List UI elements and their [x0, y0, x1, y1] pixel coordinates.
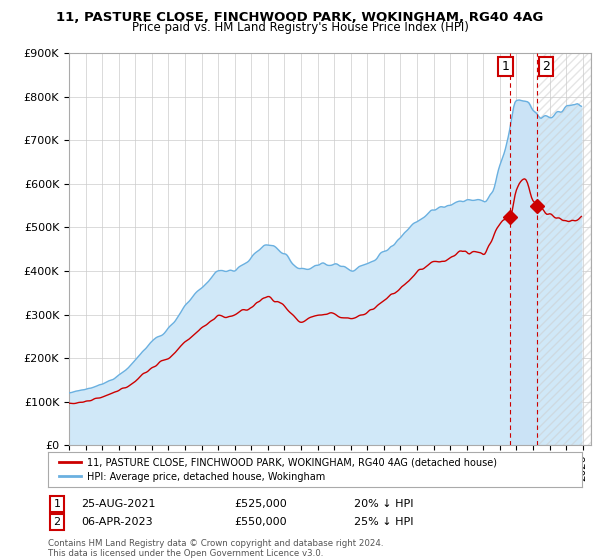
Text: 1: 1	[53, 499, 61, 509]
Legend: 11, PASTURE CLOSE, FINCHWOOD PARK, WOKINGHAM, RG40 4AG (detached house), HPI: Av: 11, PASTURE CLOSE, FINCHWOOD PARK, WOKIN…	[56, 454, 500, 486]
Text: 11, PASTURE CLOSE, FINCHWOOD PARK, WOKINGHAM, RG40 4AG: 11, PASTURE CLOSE, FINCHWOOD PARK, WOKIN…	[56, 11, 544, 24]
Text: Contains HM Land Registry data © Crown copyright and database right 2024.
This d: Contains HM Land Registry data © Crown c…	[48, 539, 383, 558]
Text: 1: 1	[502, 60, 509, 73]
Text: 06-APR-2023: 06-APR-2023	[81, 517, 152, 527]
Text: 2: 2	[53, 517, 61, 527]
Text: Price paid vs. HM Land Registry's House Price Index (HPI): Price paid vs. HM Land Registry's House …	[131, 21, 469, 34]
Text: 25-AUG-2021: 25-AUG-2021	[81, 499, 155, 509]
Text: £550,000: £550,000	[234, 517, 287, 527]
Text: £525,000: £525,000	[234, 499, 287, 509]
Text: 2: 2	[542, 60, 550, 73]
Text: 25% ↓ HPI: 25% ↓ HPI	[354, 517, 413, 527]
Text: 20% ↓ HPI: 20% ↓ HPI	[354, 499, 413, 509]
